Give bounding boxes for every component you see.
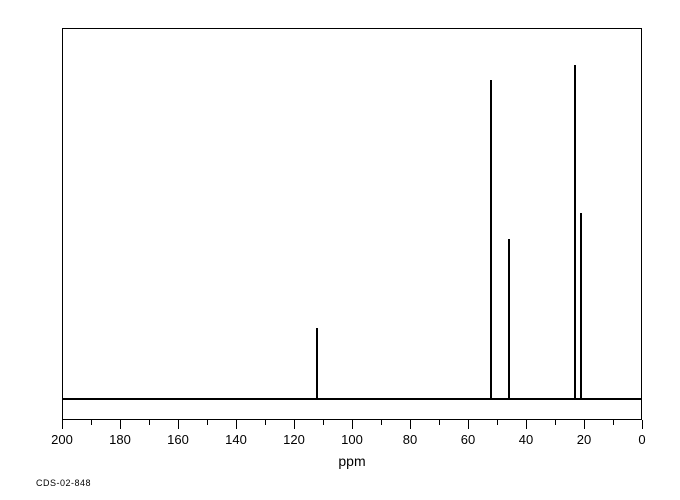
peak: [508, 239, 510, 398]
x-minor-tick: [91, 420, 92, 425]
x-tick-label: 200: [51, 432, 73, 447]
x-minor-tick: [265, 420, 266, 425]
x-tick-label: 0: [638, 432, 645, 447]
x-tick-label: 140: [225, 432, 247, 447]
x-tick-label: 160: [167, 432, 189, 447]
x-tick-label: 40: [519, 432, 533, 447]
x-tick-label: 20: [577, 432, 591, 447]
x-major-tick: [468, 420, 469, 429]
x-tick-label: 60: [461, 432, 475, 447]
x-major-tick: [178, 420, 179, 429]
x-major-tick: [120, 420, 121, 429]
x-axis-label: ppm: [338, 453, 365, 469]
peak: [574, 65, 576, 398]
x-tick-label: 80: [403, 432, 417, 447]
peak: [316, 328, 318, 398]
x-tick-label: 100: [341, 432, 363, 447]
x-minor-tick: [439, 420, 440, 425]
x-minor-tick: [207, 420, 208, 425]
x-major-tick: [410, 420, 411, 429]
sample-code-label: CDS-02-848: [36, 478, 91, 488]
x-minor-tick: [381, 420, 382, 425]
x-minor-tick: [497, 420, 498, 425]
x-major-tick: [526, 420, 527, 429]
x-tick-label: 120: [283, 432, 305, 447]
x-major-tick: [584, 420, 585, 429]
x-major-tick: [352, 420, 353, 429]
x-major-tick: [294, 420, 295, 429]
x-minor-tick: [555, 420, 556, 425]
x-tick-label: 180: [109, 432, 131, 447]
nmr-plot-area: [62, 28, 642, 420]
x-major-tick: [62, 420, 63, 429]
peak: [580, 213, 582, 398]
x-minor-tick: [149, 420, 150, 425]
x-minor-tick: [323, 420, 324, 425]
peak: [490, 80, 492, 399]
x-major-tick: [236, 420, 237, 429]
spectrum-baseline: [63, 398, 641, 400]
x-minor-tick: [613, 420, 614, 425]
x-major-tick: [642, 420, 643, 429]
